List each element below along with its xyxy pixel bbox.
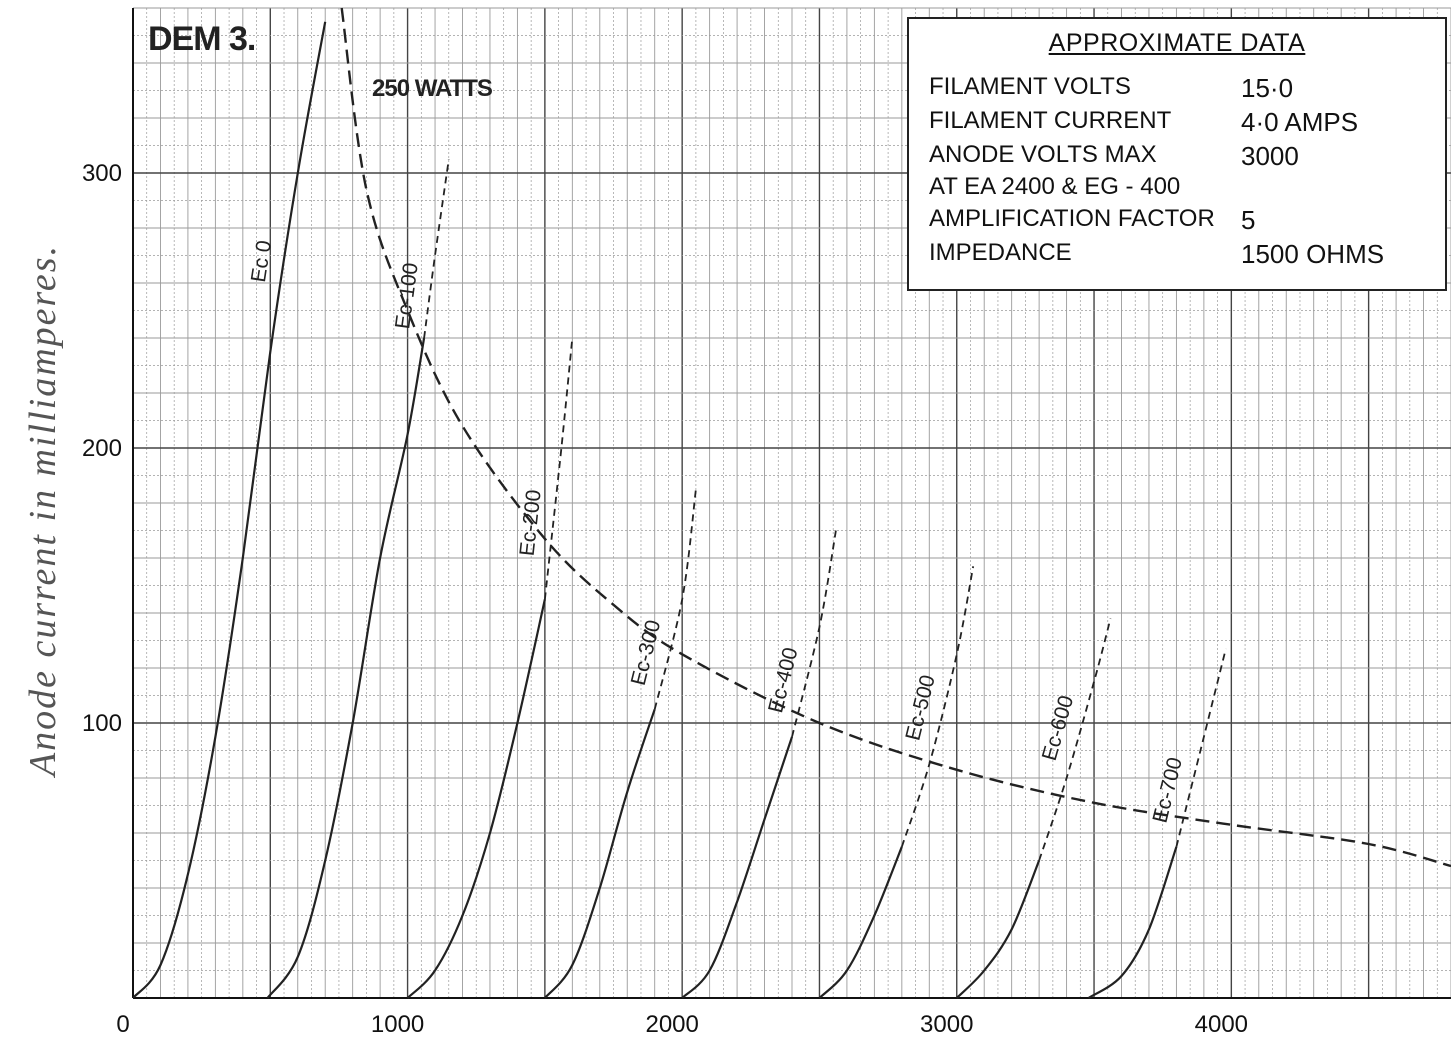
series-line-extension-ec-500 [900,566,975,848]
series-line-ec-300 [544,708,656,999]
info-row: AT EA 2400 & EG - 400 [929,173,1435,205]
y-tick-label: 100 [82,710,122,737]
info-value: 5 [1241,205,1256,235]
series-group [132,7,1451,999]
curve-labels: Ec 0 Ec-100 Ec-200 Ec-300 Ec-400 Ec-500 Ec-600… [247,239,1187,825]
series-line-extension-ec-600 [1038,618,1112,861]
x-tick-label: 4000 [1195,1011,1248,1038]
series-line-extension-ec-300 [653,489,697,710]
info-value: 15·0 [1241,73,1294,103]
info-row: FILAMENT CURRENT 4·0 AMPS [929,107,1435,139]
info-row: IMPEDANCE 1500 OHMS [929,239,1435,271]
watts-annotation: 250 WATTS [372,75,493,102]
curve-label: Ec-700 [1149,755,1187,825]
info-key: AMPLIFICATION FACTOR [929,205,1215,232]
curve-label: Ec-500 [901,673,939,743]
info-row: AMPLIFICATION FACTOR 5 [929,205,1435,237]
curve-label: Ec-300 [627,618,665,688]
info-key: AT EA 2400 & EG - 400 [929,173,1181,200]
x-tick-label: 3000 [920,1011,973,1038]
series-line-ec-500 [818,846,903,999]
info-key: FILAMENT VOLTS [929,73,1131,100]
series-line-ec-600 [956,860,1041,999]
series-line-extension-ec-700 [1175,648,1227,848]
curve-label: Ec-100 [391,261,423,330]
x-tick-label: 0 [116,1011,129,1038]
series-line-ec-700 [1087,846,1178,999]
y-tick-label: 200 [82,435,122,462]
x-tick-label: 1000 [371,1011,424,1038]
info-value: 4·0 AMPS [1241,107,1359,137]
chart-title: DEM 3. [148,20,256,58]
curve-label: Ec-600 [1038,693,1078,763]
approximate-data-box: APPROXIMATE DATA FILAMENT VOLTS 15·0 FILA… [907,17,1447,291]
info-key: ANODE VOLTS MAX [929,141,1157,168]
series-line-ec-0 [132,21,327,999]
series-line-ec-100 [266,337,426,999]
info-row: ANODE VOLTS MAX 3000 [929,141,1435,173]
info-box-title: APPROXIMATE DATA [1048,29,1306,57]
info-key: FILAMENT CURRENT [929,107,1172,134]
info-value: 3000 [1241,141,1299,171]
info-value: 1500 OHMS [1241,239,1385,269]
series-line-ec-200 [406,599,546,999]
y-tick-label: 300 [82,160,122,187]
series-line-ec-400 [681,736,794,999]
series-line-extension-ec-100 [423,159,450,339]
x-tick-label: 2000 [645,1011,698,1038]
curve-label: Ec-200 [516,489,546,558]
series-line-250-watts [340,7,1451,868]
curve-label: Ec-400 [764,645,802,715]
info-row: FILAMENT VOLTS 15·0 [929,73,1435,105]
y-axis-label: Anode current in milliamperes. [8,160,78,860]
tick-labels: 0 1000 2000 3000 4000 100 200 300 [82,160,1248,1038]
series-line-extension-ec-400 [791,530,837,738]
y-axis-label-text: Anode current in milliamperes. [22,243,65,777]
info-key: IMPEDANCE [929,239,1072,266]
curve-label: Ec 0 [247,239,276,284]
